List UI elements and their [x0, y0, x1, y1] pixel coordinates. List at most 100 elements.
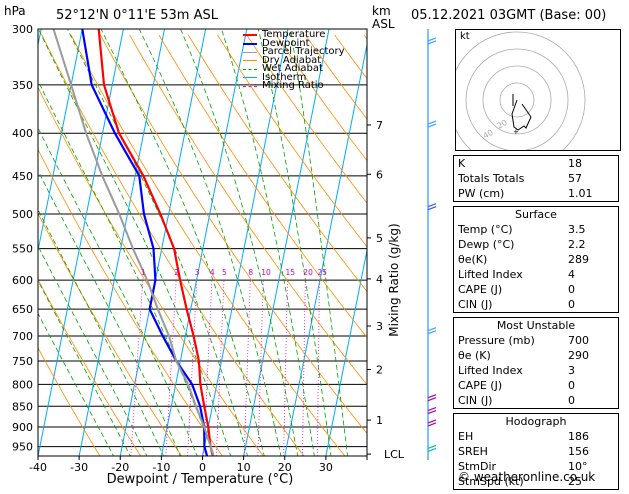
- surface-row: CAPE (J)0: [454, 282, 618, 297]
- mixing-ratio-label: 10: [261, 268, 271, 277]
- wind-barb: [428, 41, 436, 44]
- legend-label: Mixing Ratio: [262, 82, 324, 91]
- wind-barb: [428, 207, 436, 210]
- mixing-ratio-label: 25: [317, 268, 327, 277]
- km-tick-label: 6: [376, 168, 383, 181]
- legend-item: Mixing Ratio: [243, 82, 345, 91]
- parcel-trajectory-curve: [53, 29, 215, 465]
- wind-barb: [428, 423, 436, 426]
- mixing-ratio-line: [188, 280, 197, 456]
- wind-barb: [428, 121, 436, 124]
- mixing-ratio-label: 20: [303, 268, 313, 277]
- wind-barb: [428, 445, 436, 448]
- isotherm-line: [161, 29, 246, 456]
- mu-row: CAPE (J)0: [454, 378, 618, 393]
- surface-row: CIN (J)0: [454, 297, 618, 312]
- hodograph-unit-label: kt: [460, 31, 470, 42]
- surface-row: Dewp (°C)2.2: [454, 237, 618, 252]
- km-tick-label: 4: [376, 273, 383, 286]
- pressure-tick-label: 300: [12, 23, 33, 36]
- hodo-ring-label: 20: [496, 118, 509, 131]
- wet-adiabat-line: [258, 29, 332, 465]
- pressure-tick-label: 900: [12, 421, 33, 434]
- mu-row: CIN (J)0: [454, 393, 618, 408]
- pressure-tick-label: 600: [12, 274, 33, 287]
- hodo-marker: +: [513, 128, 519, 136]
- isotherm-line: [285, 29, 370, 456]
- wet-adiabat-line: [38, 29, 233, 465]
- mixing-ratio-line: [317, 280, 319, 456]
- dry-adiabat-line: [0, 35, 222, 456]
- dewpoint-curve: [82, 29, 209, 465]
- hodograph-plot: 20 40 +: [456, 30, 620, 150]
- mixing-ratio-label: 2: [174, 268, 179, 277]
- km-tick-label: 7: [376, 119, 383, 132]
- mixing-ratio-label: 8: [248, 268, 253, 277]
- hodograph-table-title: Hodograph: [454, 414, 618, 429]
- mixing-ratio-line: [258, 280, 263, 456]
- hodograph-panel: kt 20 40 +: [455, 29, 621, 151]
- wind-barb: [428, 448, 436, 451]
- wet-adiabat-line: [139, 29, 283, 465]
- wind-barb: [428, 204, 436, 207]
- mixing-ratio-label: 1: [141, 268, 146, 277]
- pressure-tick-label: 350: [12, 79, 33, 92]
- legend-swatch: [243, 86, 257, 87]
- x-axis-title: Dewpoint / Temperature (°C): [107, 472, 294, 486]
- wind-barb: [428, 328, 436, 331]
- legend-swatch: [243, 34, 257, 36]
- km-tick-label: 1: [376, 414, 383, 427]
- wind-barb: [428, 331, 436, 334]
- mu-row: Pressure (mb)700: [454, 333, 618, 348]
- mixing-ratio-label: 4: [210, 268, 215, 277]
- pressure-tick-label: 800: [12, 378, 33, 391]
- x-tick-label: 30: [319, 461, 333, 474]
- surface-title: Surface: [454, 207, 618, 222]
- km-tick-label: 2: [376, 364, 383, 377]
- wind-barb: [428, 408, 436, 411]
- wind-barb: [428, 38, 436, 41]
- dry-adiabat-line: [159, 35, 467, 456]
- mixing-ratio-label: 5: [222, 268, 227, 277]
- isotherm-line: [38, 29, 123, 456]
- wind-barb: [428, 398, 436, 401]
- surface-row: Temp (°C)3.5: [454, 222, 618, 237]
- pressure-tick-label: 550: [12, 243, 33, 256]
- hodograph-trace: [512, 100, 531, 130]
- most-unstable-title: Most Unstable: [454, 318, 618, 333]
- wind-barb: [428, 420, 436, 423]
- legend-swatch: [243, 52, 257, 53]
- wind-barb: [428, 124, 436, 127]
- most-unstable-box: Most Unstable Pressure (mb)700 θe (K)290…: [453, 317, 619, 409]
- pressure-tick-label: 700: [12, 330, 33, 343]
- index-row: PW (cm)1.01: [454, 186, 618, 201]
- surface-box: Surface Temp (°C)3.5 Dewp (°C)2.2 θe(K)2…: [453, 206, 619, 313]
- pressure-tick-label: 750: [12, 355, 33, 368]
- legend-swatch: [243, 69, 257, 70]
- mixing-ratio-label: 3: [195, 268, 200, 277]
- x-tick-label: -30: [70, 461, 88, 474]
- km-tick-label: 5: [376, 232, 383, 245]
- copyright-text: © weatheronline.co.uk: [458, 470, 595, 484]
- mixing-ratio-line: [131, 280, 143, 456]
- km-tick-label: 3: [376, 320, 383, 333]
- pressure-tick-label: 950: [12, 441, 33, 454]
- pressure-tick-label: 500: [12, 208, 33, 221]
- pressure-tick-label: 400: [12, 127, 33, 140]
- dry-adiabat-line: [100, 35, 385, 456]
- wind-barb: [428, 395, 436, 398]
- mixing-ratio-line: [302, 280, 305, 456]
- x-tick-label: -40: [29, 461, 47, 474]
- wet-adiabat-line: [13, 29, 217, 465]
- mixing-ratio-axis-title: Mixing Ratio (g/kg): [387, 223, 401, 336]
- pressure-tick-label: 450: [12, 170, 33, 183]
